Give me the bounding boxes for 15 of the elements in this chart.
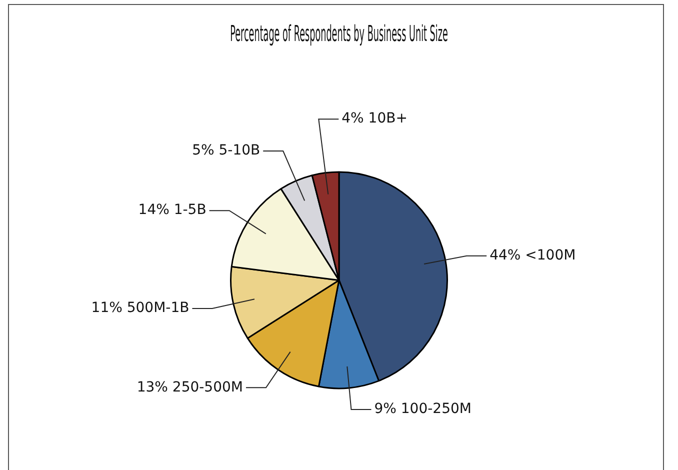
slice-label: 250-500M: [172, 379, 243, 396]
data-label: 44%: [490, 248, 521, 264]
slice-label: 100-250M: [400, 401, 472, 418]
slice-label: <100M: [525, 248, 576, 264]
slice-label: 10B+: [368, 110, 408, 127]
data-label: 5%: [192, 142, 214, 159]
slice-label: 5-10B: [218, 142, 260, 159]
data-label: 14%: [138, 202, 170, 218]
data-label: 13%: [136, 379, 168, 396]
slice-label: 1-5B: [174, 202, 206, 218]
data-label: 4%: [342, 110, 364, 127]
data-label: 11%: [91, 300, 122, 316]
chart-title: Percentage of Respondents by Business Unit Size: [230, 20, 448, 46]
data-label: 9%: [374, 401, 396, 418]
slice-label: 500M-1B: [126, 300, 190, 316]
